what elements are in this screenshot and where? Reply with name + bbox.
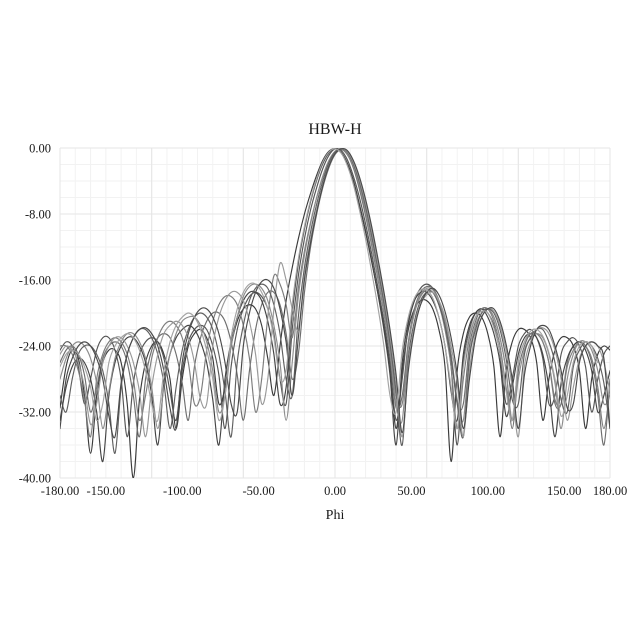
y-tick-label: 0.00 [29,142,51,156]
x-tick-label: 180.00 [593,484,627,498]
x-tick-label: 150.00 [547,484,581,498]
x-tick-label: -150.00 [87,484,126,498]
x-axis-label: Phi [326,508,345,523]
x-tick-label: 0.00 [324,484,346,498]
x-tick-label: -100.00 [163,484,202,498]
y-tick-label: -16.00 [19,274,51,288]
radiation-pattern-chart: 0.00-8.00-16.00-24.00-32.00-40.00 -180.0… [0,0,640,640]
chart-container: 0.00-8.00-16.00-24.00-32.00-40.00 -180.0… [0,0,640,640]
y-tick-label: -8.00 [25,208,51,222]
x-tick-label: 50.00 [397,484,425,498]
x-tick-label: 100.00 [471,484,505,498]
x-tick-label: -50.00 [242,484,274,498]
y-tick-label: -32.00 [19,406,51,420]
y-tick-label: -24.00 [19,340,51,354]
x-tick-label: -180.00 [41,484,80,498]
chart-title: HBW-H [308,121,362,138]
